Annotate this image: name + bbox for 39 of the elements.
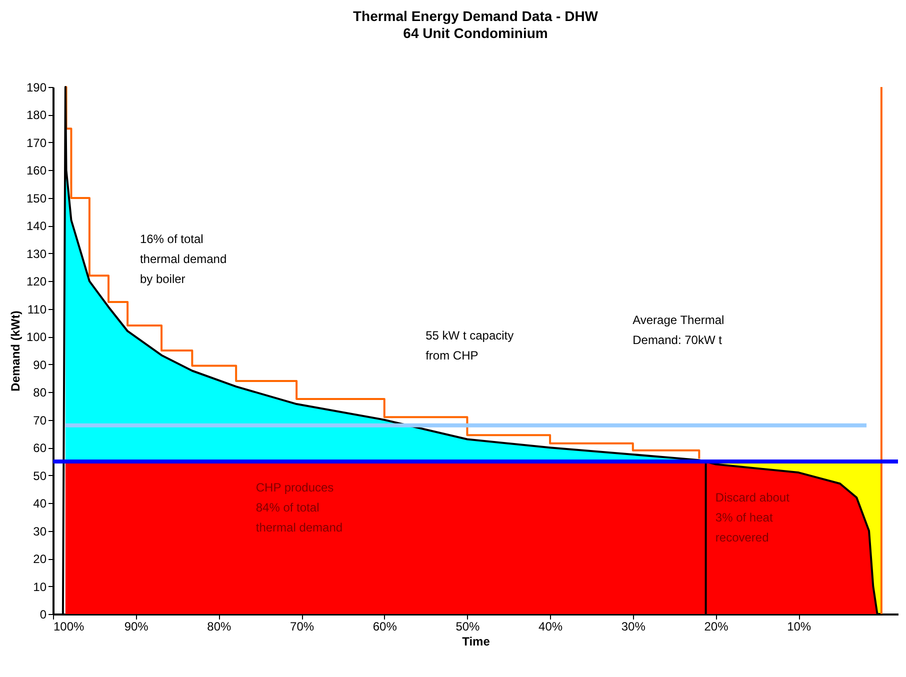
y-tick-label: 50 <box>33 468 47 483</box>
annotation: Average Thermal Demand: 70kW t <box>632 313 724 348</box>
x-axis-title: Time <box>462 634 490 648</box>
y-tick-label: 10 <box>33 580 47 594</box>
y-tick-label: 40 <box>33 496 47 511</box>
x-tick-label: 40% <box>538 620 563 634</box>
y-tick-label: 110 <box>27 302 47 316</box>
y-tick-label: 80 <box>33 386 47 400</box>
y-tick-label: 90 <box>33 358 47 372</box>
chart-subtitle: 64 Unit Condominium <box>403 25 548 41</box>
x-tick-label: 90% <box>124 620 149 634</box>
x-tick-label: 100% <box>54 620 85 634</box>
annotation: CHP produces 84% of total thermal demand <box>256 480 343 534</box>
annotation: Discard about 3% of heat recovered <box>715 490 790 545</box>
y-tick-label: 130 <box>26 246 47 261</box>
annotation: 55 kW t capacity from CHP <box>426 328 514 362</box>
y-tick-label: 0 <box>40 608 47 622</box>
x-tick-label: 80% <box>207 620 232 634</box>
y-tick-label: 140 <box>26 219 47 234</box>
x-tick-label: 50% <box>456 620 480 634</box>
y-tick-label: 160 <box>26 164 47 178</box>
y-tick-label: 100 <box>26 330 47 344</box>
chart-title: Thermal Energy Demand Data - DHW <box>352 8 599 24</box>
y-tick-label: 120 <box>26 274 47 289</box>
y-tick-label: 30 <box>33 524 47 538</box>
y-tick-label: 170 <box>26 136 47 150</box>
x-tick-label: 20% <box>704 620 729 634</box>
x-tick-label: 60% <box>372 620 398 634</box>
annotation: 16% of total thermal demand by boiler <box>140 232 227 286</box>
y-axis-title: Demand (kWt) <box>8 310 22 392</box>
y-tick-label: 190 <box>26 80 47 94</box>
x-tick-label: 30% <box>621 620 646 634</box>
y-tick-label: 70 <box>33 413 47 428</box>
y-tick-label: 20 <box>33 552 47 566</box>
y-tick-label: 180 <box>26 108 47 122</box>
y-tick-label: 60 <box>33 441 47 456</box>
y-tick-label: 150 <box>26 191 47 206</box>
x-tick-label: 10% <box>787 620 812 634</box>
x-tick-label: 70% <box>290 620 314 634</box>
